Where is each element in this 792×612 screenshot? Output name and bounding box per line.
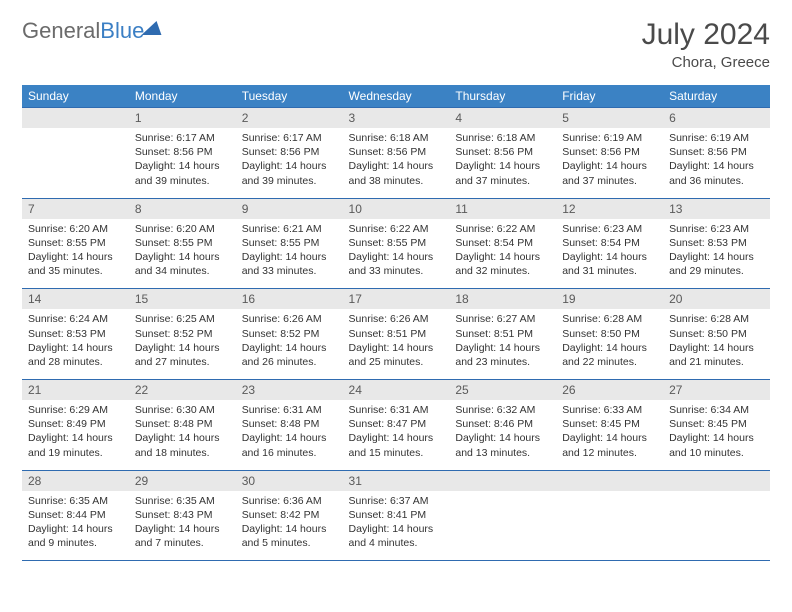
day-cell: Sunrise: 6:18 AMSunset: 8:56 PMDaylight:… [343,128,450,198]
day-number: 16 [236,289,343,310]
day-number-row: 78910111213 [22,198,770,219]
day-number: 18 [449,289,556,310]
day-number [556,470,663,491]
day-number: 23 [236,380,343,401]
day-header: Friday [556,85,663,108]
day-number: 31 [343,470,450,491]
day-number: 20 [663,289,770,310]
day-cell: Sunrise: 6:19 AMSunset: 8:56 PMDaylight:… [663,128,770,198]
day-number: 4 [449,108,556,129]
day-header: Sunday [22,85,129,108]
day-content-row: Sunrise: 6:20 AMSunset: 8:55 PMDaylight:… [22,219,770,289]
day-cell: Sunrise: 6:20 AMSunset: 8:55 PMDaylight:… [129,219,236,289]
header: GeneralBlue July 2024 Chora, Greece [22,18,770,71]
day-number: 19 [556,289,663,310]
day-number: 24 [343,380,450,401]
day-cell: Sunrise: 6:17 AMSunset: 8:56 PMDaylight:… [129,128,236,198]
day-number: 17 [343,289,450,310]
day-cell: Sunrise: 6:35 AMSunset: 8:44 PMDaylight:… [22,491,129,561]
day-cell [663,491,770,561]
calendar-table: SundayMondayTuesdayWednesdayThursdayFrid… [22,85,770,561]
day-cell: Sunrise: 6:32 AMSunset: 8:46 PMDaylight:… [449,400,556,470]
day-cell: Sunrise: 6:17 AMSunset: 8:56 PMDaylight:… [236,128,343,198]
day-number: 14 [22,289,129,310]
day-header: Monday [129,85,236,108]
day-number: 26 [556,380,663,401]
day-cell: Sunrise: 6:23 AMSunset: 8:53 PMDaylight:… [663,219,770,289]
day-number [22,108,129,129]
day-cell: Sunrise: 6:22 AMSunset: 8:55 PMDaylight:… [343,219,450,289]
day-cell: Sunrise: 6:20 AMSunset: 8:55 PMDaylight:… [22,219,129,289]
day-number: 8 [129,198,236,219]
day-cell: Sunrise: 6:30 AMSunset: 8:48 PMDaylight:… [129,400,236,470]
day-cell: Sunrise: 6:35 AMSunset: 8:43 PMDaylight:… [129,491,236,561]
day-number: 10 [343,198,450,219]
day-cell: Sunrise: 6:24 AMSunset: 8:53 PMDaylight:… [22,309,129,379]
day-cell [449,491,556,561]
day-number-row: 21222324252627 [22,380,770,401]
day-header: Thursday [449,85,556,108]
day-number: 11 [449,198,556,219]
day-header: Wednesday [343,85,450,108]
day-number: 13 [663,198,770,219]
day-number: 29 [129,470,236,491]
day-number [449,470,556,491]
day-cell: Sunrise: 6:28 AMSunset: 8:50 PMDaylight:… [556,309,663,379]
day-number: 27 [663,380,770,401]
day-cell: Sunrise: 6:23 AMSunset: 8:54 PMDaylight:… [556,219,663,289]
day-cell: Sunrise: 6:26 AMSunset: 8:51 PMDaylight:… [343,309,450,379]
title-block: July 2024 Chora, Greece [642,18,770,71]
day-cell: Sunrise: 6:36 AMSunset: 8:42 PMDaylight:… [236,491,343,561]
day-cell [556,491,663,561]
day-number: 6 [663,108,770,129]
day-number: 5 [556,108,663,129]
day-number: 30 [236,470,343,491]
day-number: 7 [22,198,129,219]
day-cell: Sunrise: 6:34 AMSunset: 8:45 PMDaylight:… [663,400,770,470]
day-content-row: Sunrise: 6:35 AMSunset: 8:44 PMDaylight:… [22,491,770,561]
day-number [663,470,770,491]
day-number: 22 [129,380,236,401]
day-header-row: SundayMondayTuesdayWednesdayThursdayFrid… [22,85,770,108]
day-cell: Sunrise: 6:29 AMSunset: 8:49 PMDaylight:… [22,400,129,470]
day-cell: Sunrise: 6:28 AMSunset: 8:50 PMDaylight:… [663,309,770,379]
day-number: 15 [129,289,236,310]
day-number: 12 [556,198,663,219]
month-title: July 2024 [642,18,770,52]
day-number: 28 [22,470,129,491]
day-number: 9 [236,198,343,219]
day-cell: Sunrise: 6:33 AMSunset: 8:45 PMDaylight:… [556,400,663,470]
day-cell: Sunrise: 6:26 AMSunset: 8:52 PMDaylight:… [236,309,343,379]
logo: GeneralBlue [22,18,164,44]
logo-word2: Blue [100,18,144,43]
day-content-row: Sunrise: 6:24 AMSunset: 8:53 PMDaylight:… [22,309,770,379]
location: Chora, Greece [642,54,770,71]
day-number: 1 [129,108,236,129]
day-cell: Sunrise: 6:27 AMSunset: 8:51 PMDaylight:… [449,309,556,379]
logo-shape-icon [142,21,167,35]
day-cell: Sunrise: 6:31 AMSunset: 8:48 PMDaylight:… [236,400,343,470]
day-header: Saturday [663,85,770,108]
day-content-row: Sunrise: 6:29 AMSunset: 8:49 PMDaylight:… [22,400,770,470]
day-number-row: 123456 [22,108,770,129]
day-cell: Sunrise: 6:25 AMSunset: 8:52 PMDaylight:… [129,309,236,379]
day-number: 3 [343,108,450,129]
day-cell: Sunrise: 6:31 AMSunset: 8:47 PMDaylight:… [343,400,450,470]
day-cell: Sunrise: 6:18 AMSunset: 8:56 PMDaylight:… [449,128,556,198]
logo-text: GeneralBlue [22,18,144,44]
day-cell: Sunrise: 6:22 AMSunset: 8:54 PMDaylight:… [449,219,556,289]
day-number-row: 28293031 [22,470,770,491]
day-content-row: Sunrise: 6:17 AMSunset: 8:56 PMDaylight:… [22,128,770,198]
day-cell: Sunrise: 6:37 AMSunset: 8:41 PMDaylight:… [343,491,450,561]
day-cell: Sunrise: 6:19 AMSunset: 8:56 PMDaylight:… [556,128,663,198]
day-number: 21 [22,380,129,401]
day-number-row: 14151617181920 [22,289,770,310]
day-cell: Sunrise: 6:21 AMSunset: 8:55 PMDaylight:… [236,219,343,289]
day-cell [22,128,129,198]
logo-word1: General [22,18,100,43]
day-header: Tuesday [236,85,343,108]
day-number: 25 [449,380,556,401]
day-number: 2 [236,108,343,129]
